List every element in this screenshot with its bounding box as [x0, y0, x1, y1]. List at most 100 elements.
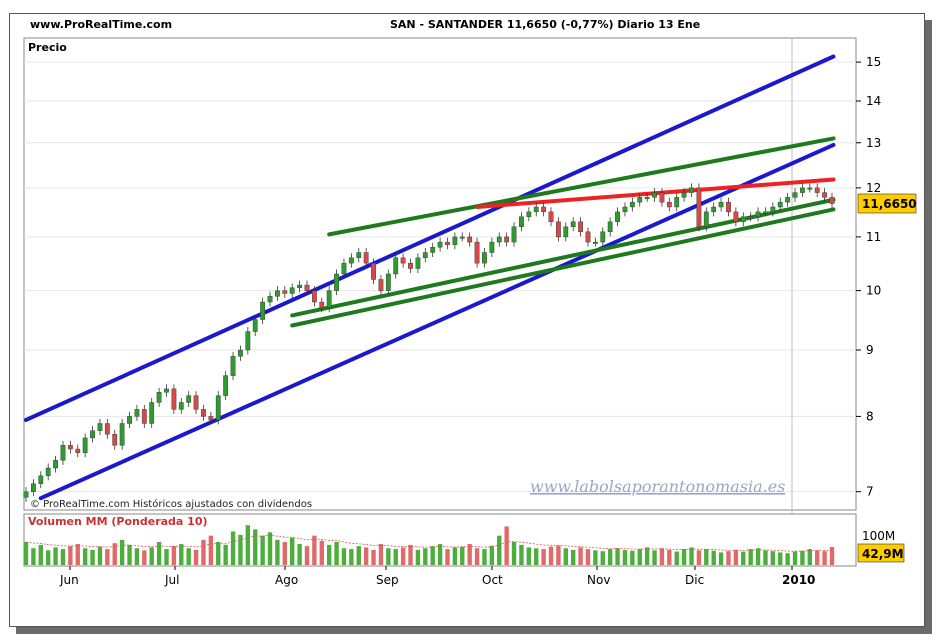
down-candle: [67, 445, 73, 450]
up-candle: [82, 437, 88, 453]
up-candle: [230, 356, 236, 376]
volume-bar: [371, 549, 376, 565]
up-candle: [23, 491, 29, 498]
up-candle: [164, 388, 169, 393]
price-label: Precio: [28, 41, 67, 54]
volume-bar: [460, 546, 465, 565]
up-candle: [600, 231, 606, 243]
up-candle: [689, 187, 694, 193]
volume-bar: [119, 539, 125, 565]
down-candle: [666, 201, 672, 208]
volume-bar: [474, 548, 480, 565]
down-candle: [75, 448, 81, 453]
x-tick-label: Nov: [587, 573, 610, 587]
volume-bar: [290, 537, 295, 565]
up-candle: [489, 241, 495, 253]
down-candle: [829, 197, 835, 204]
volume-bar: [534, 548, 539, 565]
volume-bar: [282, 541, 288, 565]
volume-bar: [45, 550, 51, 565]
volume-bar: [245, 525, 251, 565]
volume-bar: [112, 543, 117, 565]
volume-bar: [770, 551, 776, 565]
trendlines: [24, 54, 836, 501]
y-tick-label: 14: [866, 94, 881, 108]
volume-bar: [326, 544, 332, 565]
volume-bar: [216, 541, 221, 565]
volume-bar: [511, 541, 517, 565]
volume-bar: [430, 546, 435, 565]
up-candle: [156, 392, 162, 403]
up-candle: [807, 187, 813, 190]
up-candle: [326, 290, 332, 309]
down-candle: [578, 221, 583, 233]
up-candle: [755, 211, 761, 217]
down-candle: [548, 211, 554, 222]
volume-bar: [312, 535, 317, 565]
volume-bar: [563, 548, 568, 565]
x-tick-label: Jul: [164, 573, 179, 587]
y-tick-label: 13: [866, 136, 881, 150]
site-title: www.ProRealTime.com: [30, 18, 172, 31]
down-candle: [467, 236, 473, 243]
volume-bar: [408, 544, 413, 565]
x-tick-label: 2010: [782, 573, 815, 587]
up-candle: [437, 241, 443, 248]
up-candle: [652, 192, 657, 198]
down-candle: [112, 434, 118, 446]
volume-bar: [31, 548, 36, 565]
up-candle: [452, 236, 458, 245]
volume-bar: [726, 551, 731, 565]
chart-frame: www.ProRealTime.com SAN - SANTANDER 11,6…: [9, 13, 925, 627]
watermark: www.labolsaporantonomasia.es: [530, 477, 785, 496]
x-tick-label: Jun: [59, 573, 79, 587]
up-candle: [245, 331, 251, 351]
y-tick-label: 10: [866, 284, 881, 298]
up-candle: [777, 201, 783, 208]
volume-bar: [718, 552, 724, 565]
y-tick-label: 11: [866, 230, 881, 244]
up-candle: [563, 226, 569, 238]
volume-bar: [341, 548, 347, 565]
y-tick-label: 15: [866, 55, 881, 69]
up-candle: [496, 236, 502, 243]
down-candle: [445, 241, 450, 245]
up-candle: [30, 483, 36, 492]
volume-bar: [570, 549, 576, 565]
down-candle: [171, 388, 177, 410]
volume-bar: [519, 544, 524, 565]
up-candle: [149, 402, 155, 424]
volume-bar: [201, 539, 206, 565]
volume-bar: [230, 531, 236, 565]
chart-canvas: www.ProRealTime.com SAN - SANTANDER 11,6…: [10, 14, 924, 587]
down-candle: [201, 409, 206, 417]
up-candle: [740, 216, 746, 222]
volume-bar: [238, 534, 243, 565]
volume-bar: [615, 548, 620, 565]
volume-bar: [97, 546, 103, 565]
volume-bar: [600, 551, 605, 565]
volume-bar: [541, 549, 546, 565]
volume-bar: [415, 549, 421, 565]
up-candle: [385, 273, 391, 291]
volume-bar: [607, 549, 613, 565]
up-candle: [422, 252, 428, 258]
up-candle: [711, 206, 717, 213]
volume-bar: [829, 547, 835, 565]
volume-bar: [149, 547, 154, 565]
down-candle: [363, 252, 369, 264]
volume-bar: [704, 549, 709, 565]
up-candle: [763, 211, 768, 214]
up-candle: [252, 319, 258, 332]
down-candle: [378, 279, 384, 291]
volume-bar: [179, 544, 184, 565]
up-candle: [341, 262, 347, 275]
up-candle: [223, 375, 229, 396]
up-candle: [526, 211, 532, 217]
volume-bar: [644, 547, 650, 565]
up-candle: [430, 247, 436, 253]
up-candle: [134, 409, 140, 417]
volume-bar: [696, 550, 702, 565]
volume-bar: [260, 535, 265, 565]
up-candle: [238, 349, 243, 357]
